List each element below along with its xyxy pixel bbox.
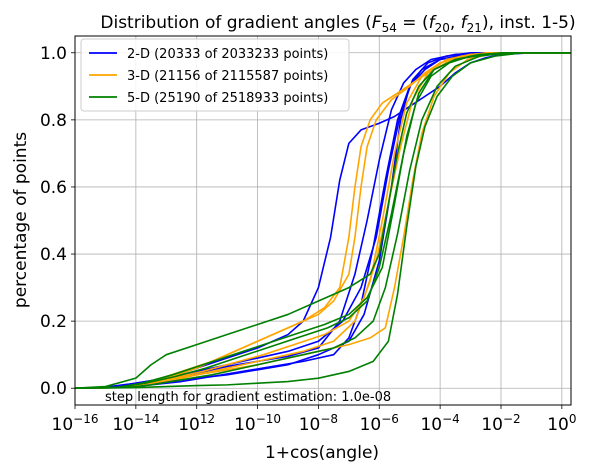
series-line xyxy=(74,51,571,390)
series-line xyxy=(74,51,571,390)
x-tick-exponent: 0 xyxy=(569,412,577,426)
series-line xyxy=(74,51,571,390)
y-tick-label: 1.0 xyxy=(40,44,67,64)
x-tick-base: 10 xyxy=(481,415,503,435)
x-tick-label: 10−6 xyxy=(360,412,399,435)
title-sep: , xyxy=(450,13,461,33)
legend-label: 2-D (20333 of 2033233 points) xyxy=(127,47,328,62)
legend-label: 3-D (21156 of 2115587 points) xyxy=(127,69,328,84)
x-tick-exponent: −4 xyxy=(442,412,460,426)
x-tick-exponent: −16 xyxy=(73,412,98,426)
x-tick-label: 10−4 xyxy=(420,412,459,435)
series-line xyxy=(74,51,571,390)
x-tick-exponent: −10 xyxy=(256,412,281,426)
legend-label: 5-D (25190 of 2518933 points) xyxy=(127,91,328,106)
x-tick-base: 10 xyxy=(112,415,134,435)
y-axis-ticks: 0.0 0.2 0.4 0.6 0.8 1.0 xyxy=(40,44,75,399)
annotation-step-length: step length for gradient estimation: 1.0… xyxy=(105,390,391,405)
chart-title: Distribution of gradient angles (F54 = (… xyxy=(100,13,575,35)
x-tick-label: 10−2 xyxy=(481,412,520,435)
title-f2: f xyxy=(461,13,470,33)
x-tick-exponent: 12 xyxy=(200,412,215,426)
y-tick-label: 0.2 xyxy=(40,312,67,332)
x-tick-base: 10 xyxy=(420,415,442,435)
x-tick-label: 10−10 xyxy=(234,412,281,435)
plot-frame xyxy=(74,35,572,406)
series-layer xyxy=(74,51,571,390)
x-tick-exponent: −6 xyxy=(381,412,399,426)
series-line xyxy=(74,51,571,390)
x-tick-label: 100 xyxy=(547,412,576,435)
legend: 2-D (20333 of 2033233 points) 3-D (21156 … xyxy=(80,38,350,112)
x-axis-ticks: 10−16 10−14 1012 10−10 10−8 10−6 10−4 10−2 100 xyxy=(52,405,576,435)
title-f2-sub: 21 xyxy=(467,21,482,35)
y-tick-label: 0.4 xyxy=(40,245,67,265)
title-F: F xyxy=(372,13,382,33)
x-tick-label: 10−16 xyxy=(52,412,99,435)
x-tick-base: 10 xyxy=(178,415,200,435)
series-line xyxy=(74,51,571,390)
x-tick-exponent: −2 xyxy=(503,412,521,426)
legend-box xyxy=(80,38,350,112)
series-group-3 xyxy=(74,51,571,390)
title-F-sub: 54 xyxy=(382,21,397,35)
x-tick-exponent: −14 xyxy=(134,412,159,426)
x-tick-base: 10 xyxy=(360,415,382,435)
x-tick-label: 1012 xyxy=(178,412,215,435)
x-tick-label: 10−8 xyxy=(299,412,338,435)
title-prefix: Distribution of gradient angles ( xyxy=(100,13,371,33)
title-suffix: ), inst. 1-5) xyxy=(482,13,576,33)
x-tick-base: 10 xyxy=(299,415,321,435)
x-tick-exponent: −8 xyxy=(320,412,338,426)
series-line xyxy=(74,51,571,390)
title-f1: f xyxy=(429,13,438,33)
title-eq: = ( xyxy=(397,13,429,33)
x-tick-label: 10−14 xyxy=(112,412,159,435)
x-tick-base: 10 xyxy=(234,415,256,435)
x-tick-base: 10 xyxy=(52,415,74,435)
x-axis-label: 1+cos(angle) xyxy=(265,443,379,463)
x-tick-base: 10 xyxy=(547,415,569,435)
y-tick-label: 0.6 xyxy=(40,178,67,198)
title-f1-sub: 20 xyxy=(435,21,450,35)
y-tick-label: 0.0 xyxy=(40,379,67,399)
y-axis-label: percentage of points xyxy=(11,132,31,308)
y-tick-label: 0.8 xyxy=(40,111,67,131)
